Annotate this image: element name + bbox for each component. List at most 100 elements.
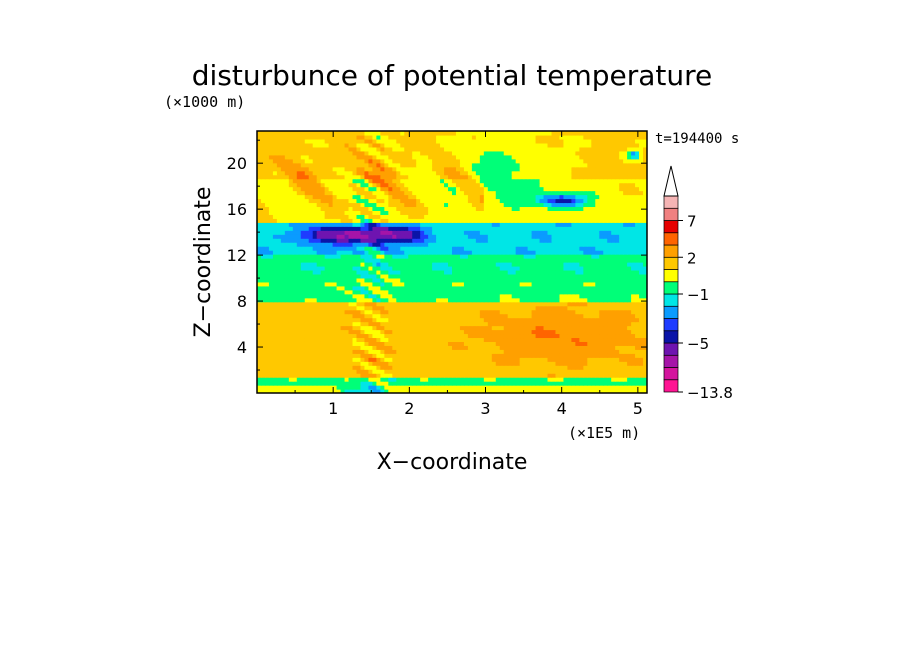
heatmap-cell — [372, 222, 377, 227]
heatmap-cell — [487, 198, 493, 204]
heatmap-cell — [368, 281, 374, 287]
heatmap-cell — [384, 329, 389, 335]
heatmap-cell — [519, 226, 525, 231]
heatmap-cell — [523, 206, 529, 211]
heatmap-cell — [452, 377, 457, 382]
heatmap-cell — [591, 222, 596, 227]
heatmap-cell — [376, 218, 381, 223]
heatmap-cell — [340, 357, 346, 362]
heatmap-cell — [463, 317, 469, 323]
heatmap-cell — [280, 246, 286, 251]
heatmap-cell — [507, 345, 513, 350]
heatmap-cell — [563, 313, 569, 319]
heatmap-cell — [312, 242, 318, 247]
heatmap-cell — [384, 357, 389, 362]
heatmap-cell — [416, 202, 421, 208]
heatmap-cell — [372, 389, 377, 393]
heatmap-cell — [479, 281, 485, 287]
heatmap-cell — [487, 369, 493, 374]
heatmap-cell — [308, 317, 314, 323]
heatmap-cell — [543, 385, 549, 390]
heatmap-cell — [563, 381, 569, 386]
heatmap-cell — [388, 238, 393, 243]
heatmap-cell — [332, 269, 338, 275]
heatmap-cell — [324, 369, 330, 374]
heatmap-cell — [491, 341, 497, 346]
heatmap-cell — [444, 242, 449, 247]
heatmap-cell — [316, 277, 322, 283]
heatmap-cell — [627, 297, 632, 303]
heatmap-cell — [376, 389, 381, 393]
heatmap-cell — [452, 333, 457, 339]
heatmap-cell — [639, 262, 644, 267]
heatmap-cell — [459, 377, 465, 382]
heatmap-cell — [436, 285, 441, 291]
heatmap-cell — [455, 349, 461, 354]
heatmap-cell — [571, 321, 576, 327]
heatmap-cell — [491, 218, 497, 223]
heatmap-cell — [503, 317, 509, 323]
heatmap-cell — [567, 254, 572, 259]
heatmap-cell — [404, 250, 409, 255]
heatmap-cell — [511, 325, 517, 331]
heatmap-cell — [607, 230, 612, 235]
heatmap-cell — [467, 333, 473, 339]
heatmap-cell — [555, 202, 561, 208]
heatmap-cell — [615, 349, 620, 354]
heatmap-cell — [531, 262, 537, 267]
heatmap-cell — [344, 222, 350, 227]
heatmap-cell — [483, 273, 489, 279]
heatmap-cell — [555, 385, 561, 390]
heatmap-cell — [428, 250, 433, 255]
heatmap-cell — [416, 262, 421, 267]
heatmap-cell — [527, 246, 533, 251]
heatmap-cell — [603, 353, 608, 358]
heatmap-cell — [567, 194, 572, 200]
heatmap-cell — [424, 222, 429, 227]
heatmap-cell — [284, 389, 290, 393]
heatmap-cell — [424, 345, 429, 350]
heatmap-cell — [296, 238, 302, 243]
heatmap-cell — [440, 365, 445, 370]
heatmap-cell — [631, 226, 636, 231]
heatmap-cell — [336, 202, 342, 208]
heatmap-cell — [555, 317, 561, 323]
heatmap-cell — [607, 325, 612, 331]
heatmap-cell — [587, 377, 592, 382]
heatmap-cell — [336, 190, 342, 196]
heatmap-cell — [623, 377, 628, 382]
heatmap-cell — [527, 265, 533, 271]
heatmap-cell — [643, 258, 647, 263]
heatmap-cell — [467, 198, 473, 204]
heatmap-cell — [360, 333, 366, 339]
heatmap-cell — [260, 337, 266, 342]
heatmap-cell — [491, 254, 497, 259]
heatmap-cell — [519, 234, 525, 239]
heatmap-cell — [284, 345, 290, 350]
heatmap-cell — [495, 353, 501, 358]
heatmap-cell — [304, 258, 310, 263]
heatmap-cell — [535, 254, 541, 259]
heatmap-cell — [368, 258, 374, 263]
heatmap-cell — [348, 226, 354, 231]
heatmap-cell — [615, 369, 620, 374]
heatmap-cell — [523, 357, 529, 362]
heatmap-cell — [511, 234, 517, 239]
heatmap-cell — [396, 250, 401, 255]
heatmap-cell — [360, 309, 366, 315]
heatmap-cell — [432, 289, 437, 295]
heatmap-cell — [615, 230, 620, 235]
heatmap-cell — [491, 262, 497, 267]
heatmap-cell — [507, 269, 513, 275]
heatmap-cell — [455, 246, 461, 251]
heatmap-cell — [483, 317, 489, 323]
y-unit-label: (×1000 m) — [164, 93, 245, 111]
heatmap-cell — [412, 349, 417, 354]
heatmap-cell — [587, 293, 592, 299]
heatmap-cell — [619, 385, 624, 390]
heatmap-cell — [623, 262, 628, 267]
heatmap-cell — [452, 218, 457, 223]
heatmap-cell — [547, 214, 553, 219]
heatmap-cell — [344, 262, 350, 267]
heatmap-cell — [332, 281, 338, 287]
